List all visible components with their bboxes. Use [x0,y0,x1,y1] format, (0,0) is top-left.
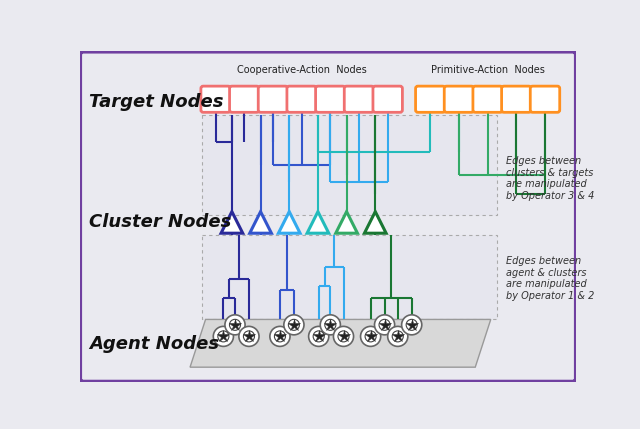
Circle shape [289,319,300,330]
Polygon shape [307,211,329,233]
Circle shape [402,315,422,335]
FancyBboxPatch shape [259,86,288,112]
Text: Target Nodes: Target Nodes [90,93,224,111]
Circle shape [243,331,255,342]
FancyBboxPatch shape [80,51,576,382]
Circle shape [388,326,408,346]
FancyBboxPatch shape [444,86,474,112]
Polygon shape [364,211,386,233]
FancyBboxPatch shape [201,86,230,112]
Circle shape [213,326,234,346]
Text: Edges between
clusters & targets
are manipulated
by Operator 3 & 4: Edges between clusters & targets are man… [506,156,595,201]
Polygon shape [278,211,300,233]
Text: Primitive-Action  Nodes: Primitive-Action Nodes [431,65,545,75]
Circle shape [324,319,336,330]
Circle shape [365,331,376,342]
Bar [202,235,497,320]
Text: Cooperative-Action  Nodes: Cooperative-Action Nodes [237,65,367,75]
Polygon shape [336,211,358,233]
Circle shape [313,331,324,342]
Circle shape [338,331,349,342]
Circle shape [218,331,229,342]
FancyBboxPatch shape [373,86,403,112]
Circle shape [275,331,285,342]
Circle shape [360,326,381,346]
Text: Cluster Nodes: Cluster Nodes [90,213,232,231]
Bar [202,115,497,215]
Circle shape [225,315,245,335]
Circle shape [230,319,241,330]
FancyBboxPatch shape [415,86,445,112]
Circle shape [284,315,304,335]
Circle shape [320,315,340,335]
FancyBboxPatch shape [344,86,374,112]
Polygon shape [250,211,271,233]
Circle shape [406,319,417,330]
FancyBboxPatch shape [502,86,531,112]
FancyBboxPatch shape [230,86,259,112]
Circle shape [374,315,395,335]
FancyBboxPatch shape [473,86,502,112]
Polygon shape [190,320,491,367]
Circle shape [392,331,403,342]
Text: Edges between
agent & clusters
are manipulated
by Operator 1 & 2: Edges between agent & clusters are manip… [506,256,595,301]
FancyBboxPatch shape [531,86,560,112]
FancyBboxPatch shape [287,86,316,112]
Circle shape [308,326,329,346]
FancyBboxPatch shape [316,86,345,112]
Polygon shape [221,211,243,233]
Circle shape [270,326,290,346]
Circle shape [379,319,390,330]
Circle shape [333,326,353,346]
Circle shape [239,326,259,346]
Text: Agent Nodes: Agent Nodes [90,335,220,353]
